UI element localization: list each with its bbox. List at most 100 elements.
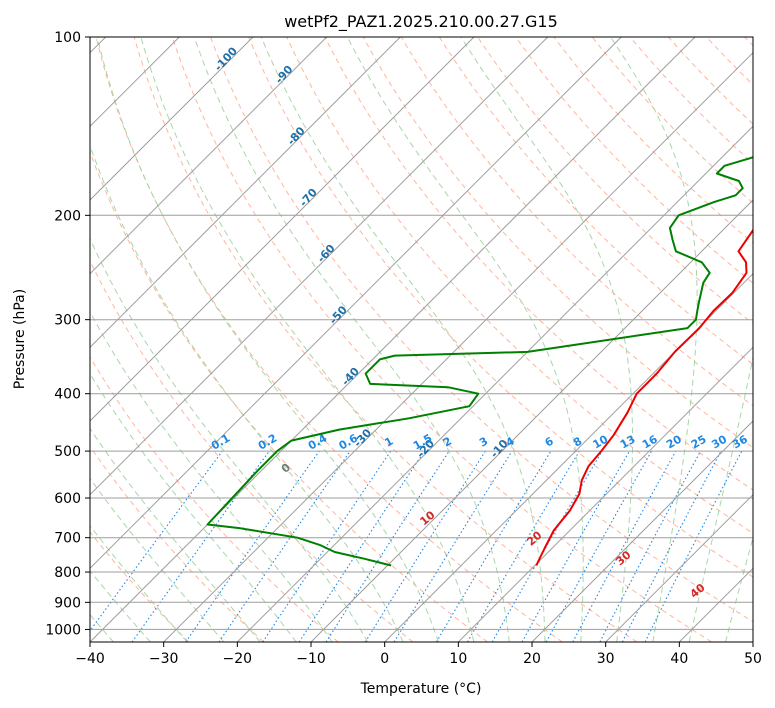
dry-adiabat-line [90,356,339,642]
moist-adiabat-label: 20 [524,528,544,548]
mixing-ratio-label: 1 [382,435,395,450]
moist-adiabat-line [193,37,510,642]
mixing-ratio-label: 0.1 [209,432,232,453]
moist-adiabat-line [90,477,225,642]
dry-adiabat-line [400,37,753,407]
mixing-ratio-line [90,450,223,632]
mixing-ratio-line [364,450,486,642]
moist-adiabat-line [725,535,753,642]
chart-title: wetPf2_PAZ1.2025.210.00.27.G15 [284,12,558,32]
dry-adiabat-line [95,37,563,642]
y-tick-label: 700 [54,531,81,547]
mixing-ratio-line [131,450,270,642]
mixing-ratio-line [393,450,513,642]
x-tick-label: −10 [296,651,326,667]
isotherm-label: -100 [212,44,240,73]
moist-adiabat-line [688,355,753,642]
dry-adiabat-line [210,37,753,623]
mixing-ratio-line [435,450,552,642]
mixing-ratio-label: 25 [689,433,709,452]
dry-adiabat-line [90,445,264,642]
x-tick-label: 20 [523,651,541,667]
isotherm-line [384,272,753,642]
y-tick-label: 400 [54,387,81,403]
isotherm-line [90,37,549,496]
y-tick-label: 100 [54,30,81,46]
mixing-ratio-label: 8 [571,435,584,450]
mixing-ratio-label: 36 [730,432,750,451]
x-tick-label: 30 [597,651,615,667]
moist-adiabat-label: 40 [688,581,708,601]
x-axis-label: Temperature (°C) [360,681,482,697]
dry-adiabat-line [515,37,753,284]
x-tick-label: 0 [380,651,389,667]
mixing-ratio-line [262,450,392,642]
mixing-ratio-line [298,450,425,642]
dry-adiabat-line [90,150,488,642]
moist-adiabat-line [90,570,151,642]
isotherm-line [90,37,475,422]
moist-adiabat-line [260,37,546,642]
mixing-ratio-line [521,450,630,642]
x-tick-label: 10 [449,651,467,667]
y-tick-label: 900 [54,595,81,611]
mixing-ratio-line [218,450,351,642]
dry-adiabat-line [90,259,414,642]
mixing-ratio-line [325,450,450,642]
isotherm-label: -90 [273,63,296,87]
y-tick-label: 300 [54,313,81,329]
isotherm-line [605,493,753,642]
dry-adiabats [90,37,753,642]
temperature-profile-line [535,228,753,566]
y-axis-label: Pressure (hPa) [12,289,28,389]
isotherm-lines [90,37,753,642]
isotherm-line [90,37,254,201]
plot-area: -100-90-80-70-60-50-40-30 -20 -10 0.1 0.2 0.… [90,37,753,642]
y-tick-label: 600 [54,491,81,507]
x-axis-ticks: −40 −30 −20 −10 0 10 20 30 40 50 [75,642,762,667]
mixing-ratio-line [599,450,701,642]
plot-frame [89,36,754,643]
isotherm-label: -50 [327,303,350,327]
dry-adiabat-line [668,37,753,125]
mixing-ratio-lines [90,450,743,642]
mixing-ratio-label: 20 [664,432,684,451]
dry-adiabat-line [438,37,753,365]
moist-adiabat-line [90,237,369,642]
x-tick-label: −40 [75,651,105,667]
dry-adiabat-line [90,531,190,642]
isotherm-label: -70 [297,186,320,210]
isotherm-line [531,420,753,642]
moist-adiabat-label: 10 [417,508,437,528]
mixing-ratio-label: 30 [709,432,729,451]
mixing-ratio-line [185,450,320,642]
mixing-ratio-line [572,450,677,642]
moist-adiabat-line [610,37,698,642]
isotherm-line [163,51,753,642]
isotherm-line [678,567,753,642]
y-tick-label: 500 [54,444,81,460]
dry-adiabat-line [248,37,753,578]
moist-adiabat-label: 30 [614,548,634,568]
isotherm-line [90,37,622,570]
dry-adiabat-line [324,37,753,491]
dewpoint-profile-line [206,156,753,567]
moist-adiabats [90,37,753,642]
dry-adiabat-line [133,37,638,642]
moist-adiabat-line [140,37,475,642]
mixing-ratio-line [545,450,653,642]
mixing-ratio-line [491,450,603,642]
moist-adiabat-line [90,310,333,642]
mixing-ratio-label: 13 [618,433,638,452]
moist-adiabat-line [90,524,188,642]
mixing-ratio-line [467,450,580,642]
isotherm-line [90,37,696,642]
dry-adiabat-line [286,37,753,534]
isotherm-line [752,641,753,642]
isotherm-line [90,37,328,275]
x-tick-label: 50 [744,651,762,667]
mixing-ratio-label: 6 [543,434,556,449]
x-tick-label: −20 [223,651,253,667]
mixing-ratio-label: 3 [477,435,490,450]
